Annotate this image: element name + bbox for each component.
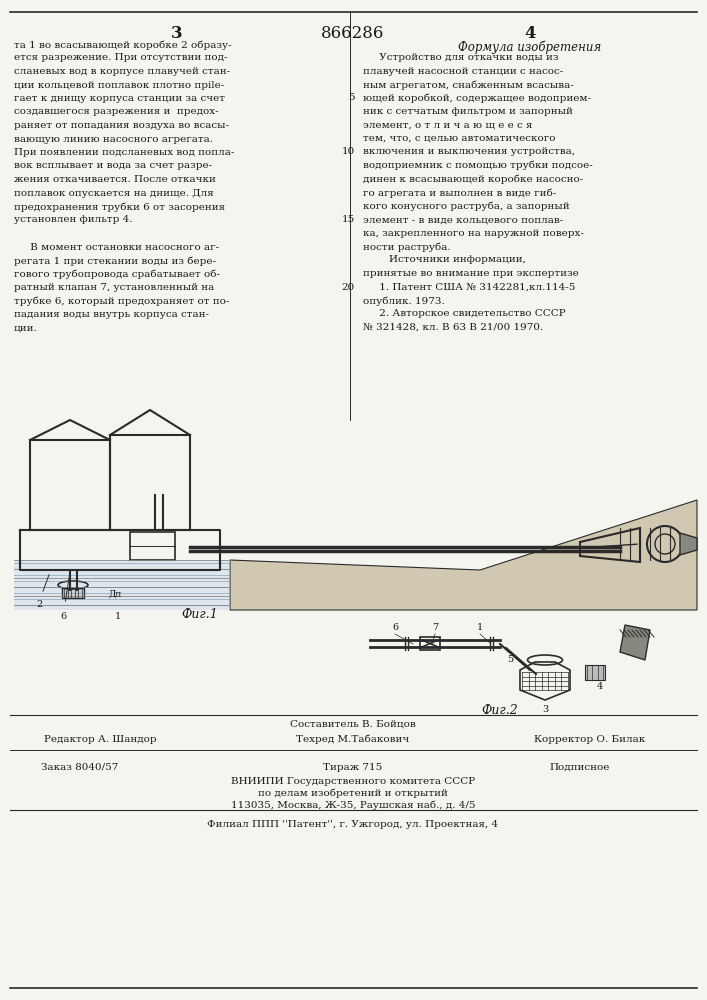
Text: Формула изобретения: Формула изобретения [458, 40, 602, 53]
Text: Филиал ППП ''Патент'', г. Ужгород, ул. Проектная, 4: Филиал ППП ''Патент'', г. Ужгород, ул. П… [207, 820, 498, 829]
Text: сланевых вод в корпусе плавучей стан-: сланевых вод в корпусе плавучей стан- [14, 67, 230, 76]
Text: водоприемник с помощью трубки подсое-: водоприемник с помощью трубки подсое- [363, 161, 592, 170]
Text: Фиг.1: Фиг.1 [182, 608, 218, 621]
Text: вок всплывает и вода за счет разре-: вок всплывает и вода за счет разре- [14, 161, 212, 170]
Text: ник с сетчатым фильтром и запорный: ник с сетчатым фильтром и запорный [363, 107, 573, 116]
Text: 113035, Москва, Ж-35, Раушская наб., д. 4/5: 113035, Москва, Ж-35, Раушская наб., д. … [230, 801, 475, 810]
Text: 2: 2 [37, 600, 43, 609]
Text: создавшегося разрежения и  предох-: создавшегося разрежения и предох- [14, 107, 218, 116]
Text: падания воды внутрь корпуса стан-: падания воды внутрь корпуса стан- [14, 310, 209, 319]
Text: Дп: Дп [108, 590, 122, 599]
Text: элемент - в виде кольцевого поплав-: элемент - в виде кольцевого поплав- [363, 215, 563, 224]
Bar [585, 665, 605, 680]
Text: плавучей насосной станции с насос-: плавучей насосной станции с насос- [363, 66, 563, 76]
Text: кого конусного раструба, а запорный: кого конусного раструба, а запорный [363, 202, 570, 211]
Text: 4: 4 [597, 682, 603, 691]
Text: 1: 1 [115, 612, 121, 621]
Bar [110, 435, 190, 530]
Bar [62, 588, 84, 598]
Text: элемент, о т л и ч а ю щ е е с я: элемент, о т л и ч а ю щ е е с я [363, 120, 532, 129]
Text: ности раструба.: ности раструба. [363, 242, 450, 251]
Text: раняет от попадания воздуха во всасы-: раняет от попадания воздуха во всасы- [14, 121, 229, 130]
Text: Редактор А. Шандор: Редактор А. Шандор [44, 735, 156, 744]
Text: Составитель В. Бойцов: Составитель В. Бойцов [290, 720, 416, 729]
Text: предохранения трубки 6 от засорения: предохранения трубки 6 от засорения [14, 202, 225, 212]
Text: 6: 6 [392, 623, 398, 632]
Polygon shape [230, 500, 697, 610]
Text: динен к всасывающей коробке насосно-: динен к всасывающей коробке насосно- [363, 174, 583, 184]
Polygon shape [14, 560, 230, 610]
Text: № 321428, кл. В 63 В 21/00 1970.: № 321428, кл. В 63 В 21/00 1970. [363, 323, 543, 332]
Text: ющей коробкой, содержащее водоприем-: ющей коробкой, содержащее водоприем- [363, 94, 591, 103]
Text: 3: 3 [542, 705, 548, 714]
Text: Заказ 8040/57: Заказ 8040/57 [41, 763, 119, 772]
Text: Устройство для откачки воды из: Устройство для откачки воды из [363, 53, 559, 62]
Text: ется разрежение. При отсутствии под-: ется разрежение. При отсутствии под- [14, 53, 228, 62]
Text: ка, закрепленного на наружной поверх-: ка, закрепленного на наружной поверх- [363, 229, 584, 237]
Text: 5: 5 [507, 655, 513, 664]
Text: 1. Патент США № 3142281,кл.114-5: 1. Патент США № 3142281,кл.114-5 [363, 282, 575, 292]
Bar [130, 532, 175, 560]
Text: Тираж 715: Тираж 715 [323, 763, 382, 772]
Text: 4: 4 [525, 25, 536, 42]
Text: гового трубопровода срабатывает об-: гового трубопровода срабатывает об- [14, 269, 220, 279]
Text: тем, что, с целью автоматического: тем, что, с целью автоматического [363, 134, 556, 143]
Text: поплавок опускается на днище. Для: поплавок опускается на днище. Для [14, 188, 214, 198]
Text: 866286: 866286 [321, 25, 385, 42]
Text: 10: 10 [341, 147, 355, 156]
Text: Техред М.Табакович: Техред М.Табакович [296, 735, 409, 744]
Text: Подписное: Подписное [550, 763, 610, 772]
Text: 3: 3 [171, 25, 183, 42]
Text: принятые во внимание при экспертизе: принятые во внимание при экспертизе [363, 269, 579, 278]
Text: ВНИИПИ Государственного комитета СССР: ВНИИПИ Государственного комитета СССР [231, 777, 475, 786]
Text: Корректор О. Билак: Корректор О. Билак [534, 735, 645, 744]
Bar [420, 637, 440, 650]
Text: гает к днищу корпуса станции за счет: гает к днищу корпуса станции за счет [14, 94, 225, 103]
Text: Источники информации,: Источники информации, [363, 255, 526, 264]
Text: ным агрегатом, снабженным всасыва-: ным агрегатом, снабженным всасыва- [363, 80, 574, 90]
Text: 1: 1 [477, 623, 483, 632]
Text: 2. Авторское свидетельство СССР: 2. Авторское свидетельство СССР [363, 310, 566, 318]
Text: При появлении подсланевых вод попла-: При появлении подсланевых вод попла- [14, 148, 235, 157]
Text: установлен фильтр 4.: установлен фильтр 4. [14, 216, 132, 225]
Text: по делам изобретений и открытий: по делам изобретений и открытий [258, 789, 448, 798]
Text: 7: 7 [432, 623, 438, 632]
Text: включения и выключения устройства,: включения и выключения устройства, [363, 147, 575, 156]
Text: го агрегата и выполнен в виде гиб-: го агрегата и выполнен в виде гиб- [363, 188, 556, 198]
Text: опублик. 1973.: опублик. 1973. [363, 296, 445, 306]
Text: 5: 5 [349, 94, 355, 103]
Bar [30, 440, 110, 530]
Text: трубке 6, который предохраняет от по-: трубке 6, который предохраняет от по- [14, 296, 229, 306]
Text: та 1 во всасывающей коробке 2 образу-: та 1 во всасывающей коробке 2 образу- [14, 40, 232, 49]
Text: ции кольцевой поплавок плотно прile-: ции кольцевой поплавок плотно прile- [14, 81, 224, 90]
Polygon shape [620, 625, 650, 660]
Text: вающую линию насосного агрегата.: вающую линию насосного агрегата. [14, 134, 213, 143]
Text: ратный клапан 7, установленный на: ратный клапан 7, установленный на [14, 283, 214, 292]
Text: В момент остановки насосного аг-: В момент остановки насосного аг- [14, 242, 219, 251]
Text: Фиг.2: Фиг.2 [481, 704, 518, 717]
Text: регата 1 при стекании воды из бере-: регата 1 при стекании воды из бере- [14, 256, 216, 265]
Text: ции.: ции. [14, 324, 37, 332]
Polygon shape [680, 533, 697, 555]
Text: 15: 15 [341, 215, 355, 224]
Text: жения откачивается. После откачки: жения откачивается. После откачки [14, 175, 216, 184]
Text: 6: 6 [60, 612, 66, 621]
Text: 20: 20 [341, 282, 355, 292]
